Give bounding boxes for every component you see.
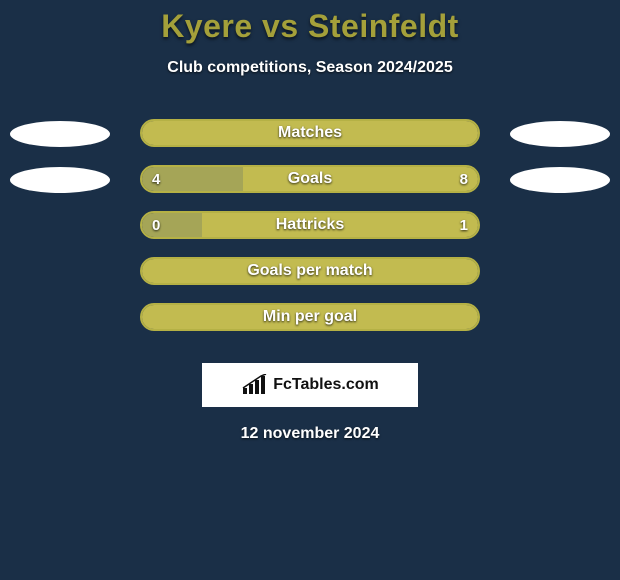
comparison-row: Hattricks01	[0, 209, 620, 255]
comparison-row: Goals per match	[0, 255, 620, 301]
player-left-ellipse	[10, 121, 110, 147]
infographic-container: Kyere vs Steinfeldt Club competitions, S…	[0, 0, 620, 443]
bar-fill-right	[243, 167, 478, 191]
bar-fill-left	[142, 167, 243, 191]
source-badge: FcTables.com	[202, 363, 418, 407]
bar-fill-left	[142, 213, 202, 237]
comparison-row: Matches	[0, 117, 620, 163]
date-text: 12 november 2024	[0, 425, 620, 443]
stat-bar: Matches	[140, 119, 480, 147]
bar-fill-right	[202, 213, 478, 237]
player-left-ellipse	[10, 167, 110, 193]
comparison-row: Min per goal	[0, 301, 620, 347]
bar-fill	[142, 305, 478, 329]
page-title: Kyere vs Steinfeldt	[0, 8, 620, 45]
stat-bar: Hattricks01	[140, 211, 480, 239]
bar-fill	[142, 259, 478, 283]
stat-bar: Min per goal	[140, 303, 480, 331]
badge-text: FcTables.com	[273, 376, 379, 394]
stat-bar: Goals per match	[140, 257, 480, 285]
player-right-ellipse	[510, 121, 610, 147]
player-right-ellipse	[510, 167, 610, 193]
stat-bar: Goals48	[140, 165, 480, 193]
bar-fill	[142, 121, 478, 145]
comparison-rows: Matches Goals48 Hattricks01 Goals per match…	[0, 117, 620, 347]
comparison-row: Goals48	[0, 163, 620, 209]
page-subtitle: Club competitions, Season 2024/2025	[0, 59, 620, 77]
chart-icon	[241, 374, 267, 396]
